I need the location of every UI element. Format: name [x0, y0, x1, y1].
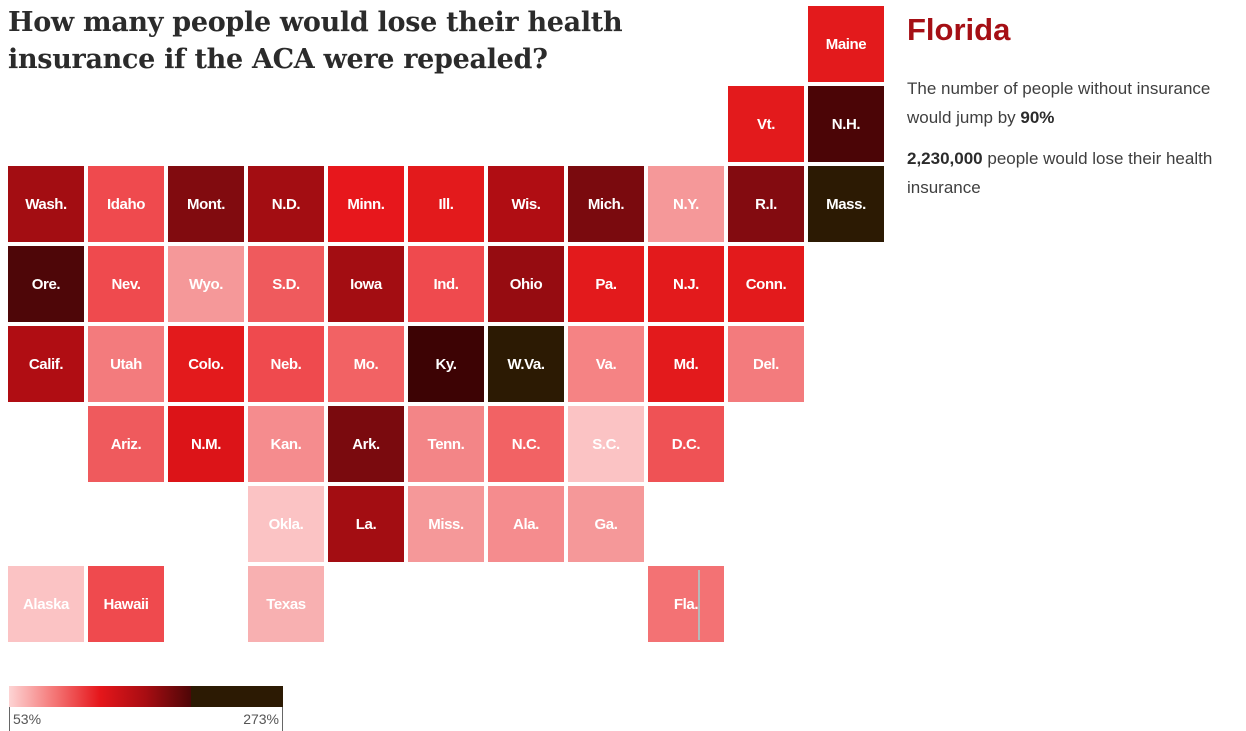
state-tile-map: Maine Vt. N.H. Wash. Idaho Mont. N.D. Minn. Ill.… — [8, 6, 884, 642]
coverage-loss-suffix: people would lose their health insurance — [907, 149, 1213, 197]
state-tile-n-m[interactable]: N.M. — [168, 406, 244, 482]
state-tile-ala[interactable]: Ala. — [488, 486, 564, 562]
state-tile-calif[interactable]: Calif. — [8, 326, 84, 402]
state-tile-md[interactable]: Md. — [648, 326, 724, 402]
state-tile-maine[interactable]: Maine — [808, 6, 884, 82]
state-tile-mont[interactable]: Mont. — [168, 166, 244, 242]
state-tile-mo[interactable]: Mo. — [328, 326, 404, 402]
state-tile-s-c[interactable]: S.C. — [568, 406, 644, 482]
state-tile-wyo[interactable]: Wyo. — [168, 246, 244, 322]
legend-gradient — [9, 686, 191, 707]
state-tile-utah[interactable]: Utah — [88, 326, 164, 402]
state-tile-vt[interactable]: Vt. — [728, 86, 804, 162]
legend-max-swatch — [191, 686, 283, 707]
state-tile-miss[interactable]: Miss. — [408, 486, 484, 562]
state-tile-ohio[interactable]: Ohio — [488, 246, 564, 322]
state-tile-ark[interactable]: Ark. — [328, 406, 404, 482]
state-tile-mass[interactable]: Mass. — [808, 166, 884, 242]
legend-max-label: 273% — [243, 711, 279, 727]
uninsured-increase-prefix: The number of people without insurance w… — [907, 79, 1211, 127]
legend-axis: 53% 273% — [9, 707, 283, 731]
coverage-loss-text: 2,230,000 people would lose their health… — [907, 144, 1242, 202]
state-tile-neb[interactable]: Neb. — [248, 326, 324, 402]
state-tile-ill[interactable]: Ill. — [408, 166, 484, 242]
state-tile-pa[interactable]: Pa. — [568, 246, 644, 322]
state-tile-texas[interactable]: Texas — [248, 566, 324, 642]
state-tile-hawaii[interactable]: Hawaii — [88, 566, 164, 642]
state-detail-panel: Florida The number of people without ins… — [907, 10, 1242, 214]
color-legend: 53% 273% — [9, 686, 283, 731]
state-tile-wash[interactable]: Wash. — [8, 166, 84, 242]
legend-color-bar — [9, 686, 283, 707]
uninsured-increase-text: The number of people without insurance w… — [907, 74, 1242, 132]
state-tile-n-h[interactable]: N.H. — [808, 86, 884, 162]
state-tile-tenn[interactable]: Tenn. — [408, 406, 484, 482]
state-tile-ky[interactable]: Ky. — [408, 326, 484, 402]
state-tile-n-y[interactable]: N.Y. — [648, 166, 724, 242]
coverage-loss-value: 2,230,000 — [907, 149, 983, 168]
state-tile-wis[interactable]: Wis. — [488, 166, 564, 242]
state-tile-n-j[interactable]: N.J. — [648, 246, 724, 322]
state-tile-n-d[interactable]: N.D. — [248, 166, 324, 242]
state-tile-okla[interactable]: Okla. — [248, 486, 324, 562]
state-tile-nev[interactable]: Nev. — [88, 246, 164, 322]
state-tile-va[interactable]: Va. — [568, 326, 644, 402]
state-tile-iowa[interactable]: Iowa — [328, 246, 404, 322]
state-tile-del[interactable]: Del. — [728, 326, 804, 402]
legend-min-label: 53% — [13, 711, 42, 727]
state-tile-kan[interactable]: Kan. — [248, 406, 324, 482]
state-tile-mich[interactable]: Mich. — [568, 166, 644, 242]
state-tile-idaho[interactable]: Idaho — [88, 166, 164, 242]
state-tile-n-c[interactable]: N.C. — [488, 406, 564, 482]
state-tile-w-va[interactable]: W.Va. — [488, 326, 564, 402]
selected-state-name: Florida — [907, 12, 1011, 47]
uninsured-increase-value: 90% — [1020, 108, 1055, 127]
state-tile-la[interactable]: La. — [328, 486, 404, 562]
state-tile-minn[interactable]: Minn. — [328, 166, 404, 242]
state-tile-ind[interactable]: Ind. — [408, 246, 484, 322]
state-tile-s-d[interactable]: S.D. — [248, 246, 324, 322]
state-tile-ariz[interactable]: Ariz. — [88, 406, 164, 482]
page-title: How many people would lose their health … — [8, 7, 623, 75]
state-tile-ga[interactable]: Ga. — [568, 486, 644, 562]
state-tile-r-i[interactable]: R.I. — [728, 166, 804, 242]
state-tile-d-c[interactable]: D.C. — [648, 406, 724, 482]
state-tile-conn[interactable]: Conn. — [728, 246, 804, 322]
state-tile-ore[interactable]: Ore. — [8, 246, 84, 322]
state-tile-colo[interactable]: Colo. — [168, 326, 244, 402]
state-tile-fla[interactable]: Fla. — [648, 566, 724, 642]
state-tile-alaska[interactable]: Alaska — [8, 566, 84, 642]
